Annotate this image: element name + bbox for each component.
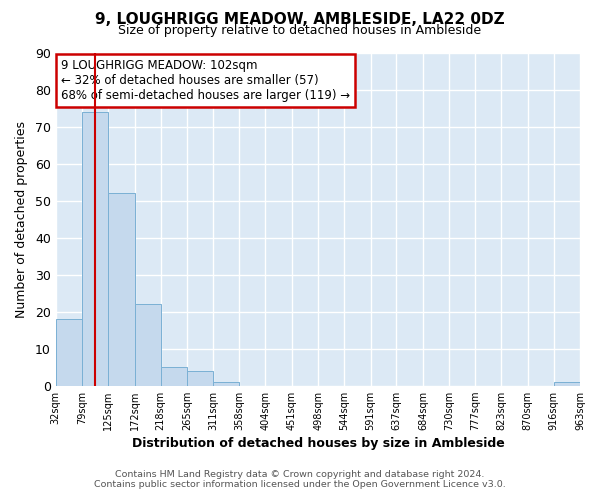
Y-axis label: Number of detached properties: Number of detached properties <box>15 120 28 318</box>
Text: Size of property relative to detached houses in Ambleside: Size of property relative to detached ho… <box>118 24 482 37</box>
Text: Contains HM Land Registry data © Crown copyright and database right 2024.
Contai: Contains HM Land Registry data © Crown c… <box>94 470 506 489</box>
Text: 9, LOUGHRIGG MEADOW, AMBLESIDE, LA22 0DZ: 9, LOUGHRIGG MEADOW, AMBLESIDE, LA22 0DZ <box>95 12 505 28</box>
Bar <box>213 382 239 386</box>
Bar <box>56 319 82 386</box>
Bar <box>108 193 134 386</box>
Bar <box>82 112 108 386</box>
X-axis label: Distribution of detached houses by size in Ambleside: Distribution of detached houses by size … <box>131 437 504 450</box>
Bar <box>554 382 580 386</box>
Bar <box>161 367 187 386</box>
Bar <box>187 371 213 386</box>
Bar <box>134 304 161 386</box>
Text: 9 LOUGHRIGG MEADOW: 102sqm
← 32% of detached houses are smaller (57)
68% of semi: 9 LOUGHRIGG MEADOW: 102sqm ← 32% of deta… <box>61 59 350 102</box>
